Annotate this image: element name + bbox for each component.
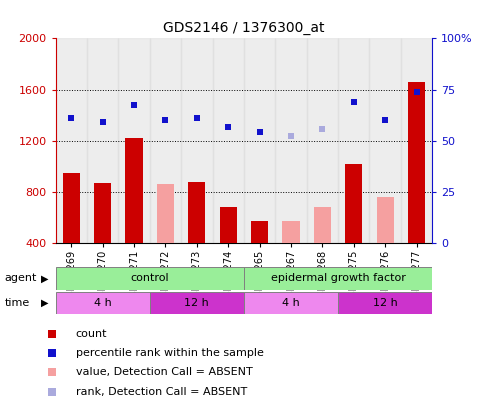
Bar <box>220 207 237 243</box>
Text: time: time <box>5 298 30 308</box>
Text: 4 h: 4 h <box>282 298 300 308</box>
Text: ▶: ▶ <box>41 273 49 283</box>
Bar <box>251 221 268 243</box>
Bar <box>369 38 401 243</box>
Text: ▶: ▶ <box>41 298 49 308</box>
Bar <box>56 38 87 243</box>
Bar <box>283 221 299 243</box>
Text: value, Detection Call = ABSENT: value, Detection Call = ABSENT <box>76 367 253 377</box>
Title: GDS2146 / 1376300_at: GDS2146 / 1376300_at <box>163 21 325 35</box>
Bar <box>307 38 338 243</box>
Bar <box>56 267 244 290</box>
Text: 4 h: 4 h <box>94 298 112 308</box>
Bar <box>244 292 338 314</box>
Bar <box>63 173 80 243</box>
Bar <box>213 38 244 243</box>
Text: percentile rank within the sample: percentile rank within the sample <box>76 348 264 358</box>
Bar <box>275 38 307 243</box>
Bar <box>150 292 244 314</box>
Text: count: count <box>76 329 107 339</box>
Bar <box>94 183 111 243</box>
Bar <box>118 38 150 243</box>
Bar <box>150 38 181 243</box>
Bar <box>56 292 150 314</box>
Bar <box>338 292 432 314</box>
Bar <box>157 184 174 243</box>
Text: 12 h: 12 h <box>373 298 398 308</box>
Bar <box>314 207 331 243</box>
Bar <box>181 38 213 243</box>
Bar <box>338 38 369 243</box>
Text: epidermal growth factor: epidermal growth factor <box>270 273 406 283</box>
Text: agent: agent <box>5 273 37 283</box>
Bar <box>377 197 394 243</box>
Bar <box>401 38 432 243</box>
Bar <box>87 38 118 243</box>
Bar <box>188 181 205 243</box>
Bar <box>126 138 142 243</box>
Text: control: control <box>130 273 169 283</box>
Bar <box>244 267 432 290</box>
Bar <box>345 164 362 243</box>
Text: rank, Detection Call = ABSENT: rank, Detection Call = ABSENT <box>76 386 247 396</box>
Bar <box>408 82 425 243</box>
Text: 12 h: 12 h <box>185 298 209 308</box>
Bar <box>244 38 275 243</box>
